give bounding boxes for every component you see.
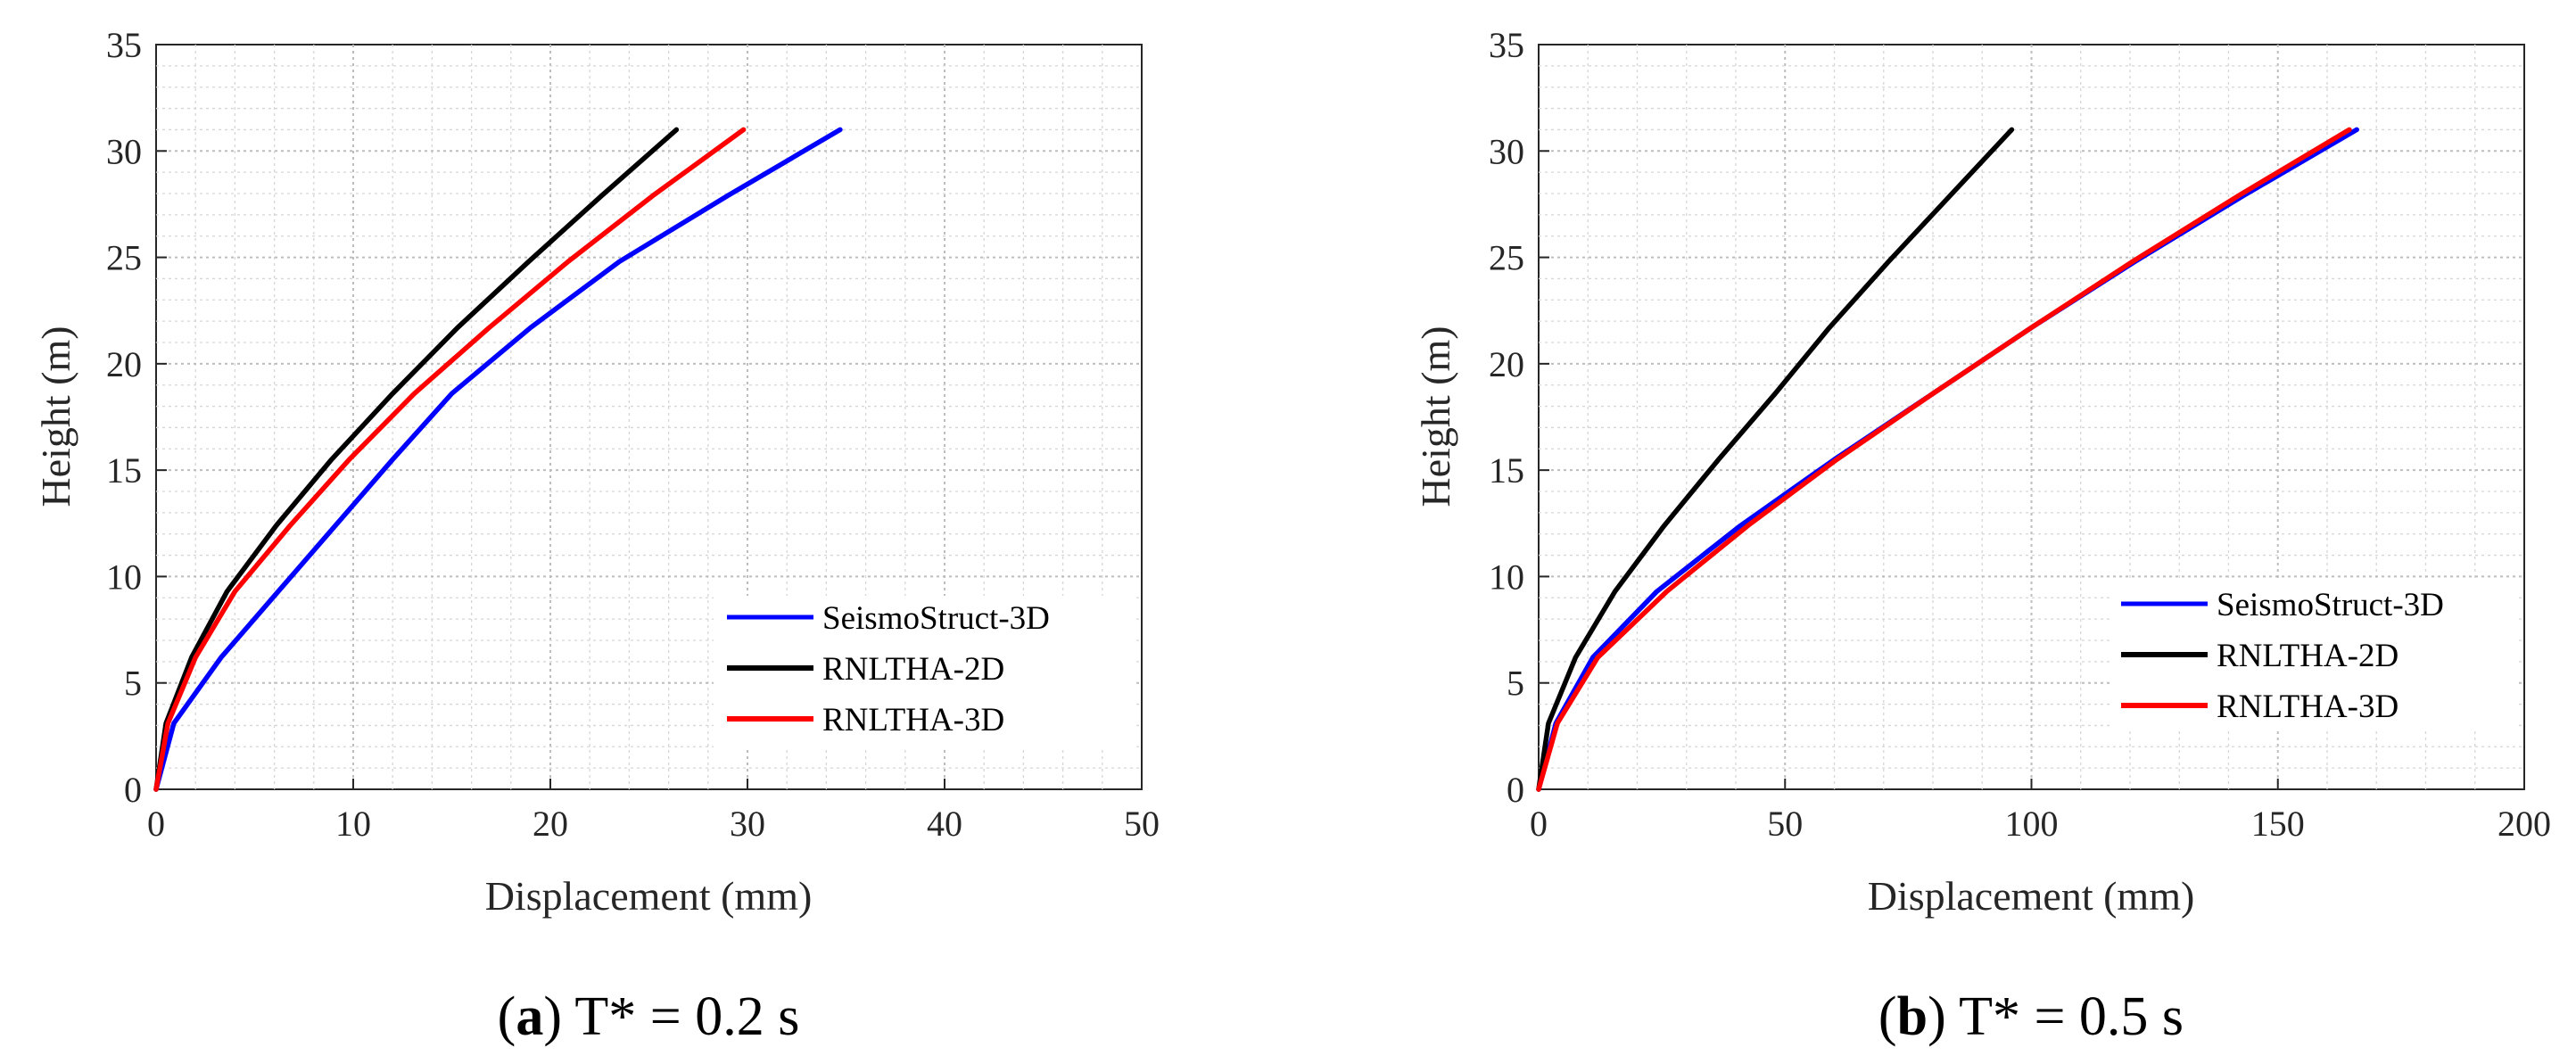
y-tick-label-a: 5 [124,664,142,704]
series-line-rnltha-3d-b [1536,127,2352,792]
y-axis-label-a: Height (m) [33,326,78,507]
ticks-b: 0 50 100 150 200 0 5 10 15 20 25 30 35 [1489,25,2551,844]
y-tick-label-b: 5 [1507,664,1524,704]
y-tick-label-b: 0 [1507,770,1524,810]
y-tick-label-a: 0 [124,770,142,810]
x-axis-label-a: Displacement (mm) [485,873,813,919]
y-tick-label-b: 20 [1489,344,1524,384]
legend-label-rnltha3d-a: RNLTHA-3D [822,702,1004,738]
x-tick-label-a: 40 [927,804,962,844]
ticks-a: 0 10 20 30 40 50 0 5 10 15 20 25 30 35 [106,25,1160,844]
caption-letter-a: a [516,986,543,1047]
legend-label-seismostruct-a: SeismoStruct-3D [822,600,1050,637]
legend-a: SeismoStruct-3D RNLTHA-2D RNLTHA-3D [714,596,1133,749]
x-tick-label-b: 200 [2498,804,2551,844]
x-tick-label-b: 150 [2251,804,2305,844]
y-tick-label-b: 15 [1489,450,1524,491]
x-tick-label-b: 0 [1530,804,1548,844]
y-tick-label-b: 30 [1489,131,1524,171]
legend-label-rnltha2d-a: RNLTHA-2D [822,651,1004,688]
legend-box-a [714,596,1133,749]
legend-label-rnltha3d-b: RNLTHA-3D [2217,689,2398,725]
y-tick-label-a: 35 [106,25,142,65]
caption-prefix-a: ( [498,986,516,1047]
x-tick-label-a: 0 [147,804,165,844]
y-tick-label-a: 30 [106,131,142,171]
chart-panel-b: 0 50 100 150 200 0 5 10 15 20 25 30 35 Displacement … [1413,25,2551,1047]
legend-label-rnltha2d-b: RNLTHA-2D [2217,638,2398,674]
y-axis-label-b: Height (m) [1413,326,1458,507]
series-line-rnltha-2d-b [1536,127,2015,792]
x-tick-label-a: 20 [533,804,568,844]
x-tick-label-a: 50 [1124,804,1160,844]
x-tick-label-a: 30 [730,804,765,844]
caption-b: (b) T* = 0.5 s [1878,986,2184,1047]
x-tick-label-b: 100 [2005,804,2059,844]
y-tick-label-b: 35 [1489,25,1524,65]
caption-a: (a) T* = 0.2 s [498,986,800,1047]
series-lines-a [153,127,843,792]
y-tick-label-a: 15 [106,450,142,491]
caption-letter-b: b [1897,986,1928,1047]
series-line-seismostruct-3d-a [153,127,843,792]
y-tick-label-b: 25 [1489,238,1524,278]
y-tick-label-a: 25 [106,238,142,278]
legend-label-seismostruct-b: SeismoStruct-3D [2217,587,2444,623]
x-tick-label-a: 10 [335,804,371,844]
x-axis-label-b: Displacement (mm) [1868,873,2195,919]
y-tick-label-a: 10 [106,557,142,597]
series-lines-b [1536,127,2359,792]
caption-text-b: ) T* = 0.5 s [1928,986,2184,1047]
y-tick-label-a: 20 [106,344,142,384]
x-tick-label-b: 50 [1767,804,1803,844]
legend-b: SeismoStruct-3D RNLTHA-2D RNLTHA-3D [2110,578,2515,731]
series-line-rnltha-3d-a [153,127,747,792]
caption-text-a: ) T* = 0.2 s [543,986,799,1047]
caption-prefix-b: ( [1878,986,1897,1047]
series-line-rnltha-2d-a [153,127,680,792]
chart-panel-a: 0 10 20 30 40 50 0 5 10 15 20 25 30 35 Displacement (… [33,25,1160,1047]
y-tick-label-b: 10 [1489,557,1524,597]
